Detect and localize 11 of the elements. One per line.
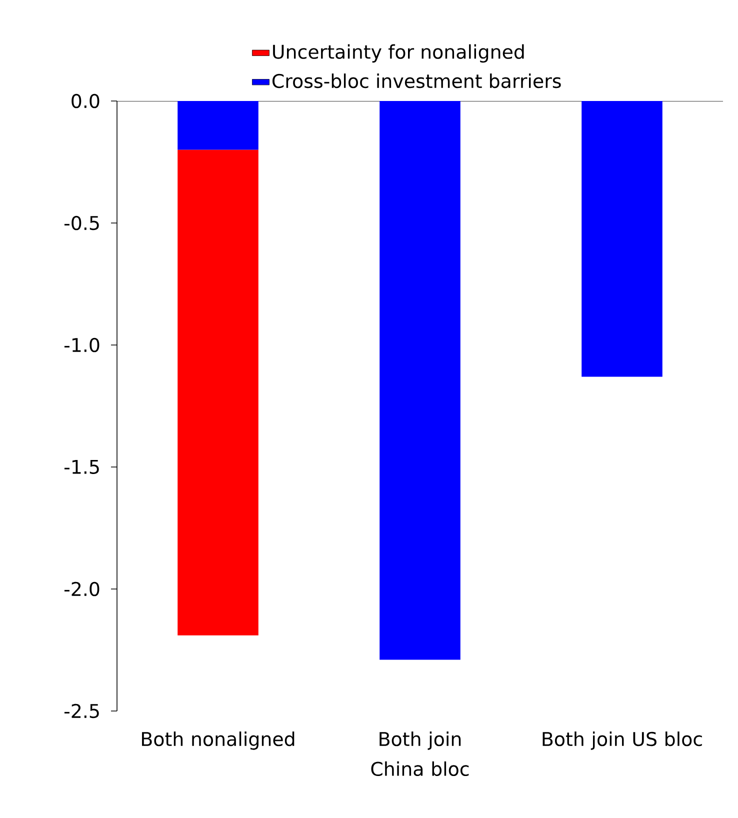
- y-tick-label: 0.0: [72, 94, 100, 108]
- y-tick-label: -2.0: [64, 582, 100, 596]
- x-tick-label: Both join China bloc: [371, 732, 469, 776]
- y-tick-label: -1.0: [64, 338, 100, 352]
- legend-label: Uncertainty for nonaligned: [273, 44, 524, 63]
- y-tick-label: -2.5: [64, 704, 99, 718]
- legend-label: Cross-bloc investment barriers: [272, 73, 561, 88]
- x-tick-label: Both nonaligned: [142, 732, 294, 750]
- x-tick-label: Both join US bloc: [542, 732, 702, 750]
- y-tick-label: -0.5: [64, 216, 99, 230]
- y-tick-label: -1.5: [64, 460, 99, 474]
